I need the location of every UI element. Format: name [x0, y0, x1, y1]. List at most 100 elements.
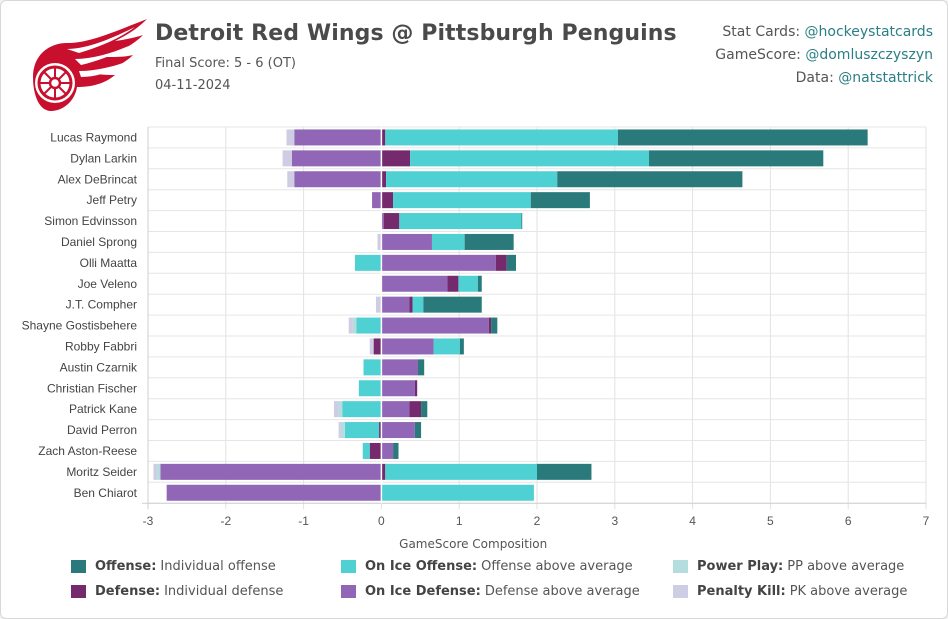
player-label: Daniel Sprong [61, 235, 137, 249]
bar-segment-defense [381, 129, 386, 146]
legend-name: Power Play: [697, 559, 784, 574]
bar-segment-offense [557, 171, 743, 188]
credit-data: Data: @natstattrick [795, 70, 933, 86]
x-tick-label: 5 [767, 514, 774, 528]
credit-gamescore: GameScore: @domluszczyszyn [715, 47, 933, 63]
red-wings-logo-icon [33, 19, 147, 111]
bar-segment-on-ice-defense [381, 338, 434, 355]
bar-segment-defense [414, 380, 418, 397]
bar-segment-on-ice-defense [381, 213, 384, 230]
x-tick-label: 4 [689, 514, 696, 528]
bar-segment-on-ice-defense [160, 463, 382, 480]
credit-link[interactable]: @domluszczyszyn [805, 47, 933, 63]
legend-item-penalty-kill: Penalty Kill: PK above average [673, 584, 907, 599]
bar-segment-power-play [352, 317, 357, 334]
player-label: Austin Czarnik [60, 360, 138, 374]
player-label: Robby Fabbri [65, 339, 137, 353]
bar-segment-on-ice-offense [399, 213, 522, 230]
bar-segment-offense [617, 129, 868, 146]
bar-segment-penalty-kill [369, 338, 374, 355]
bar-segment-defense [447, 275, 459, 292]
bar-segment-defense [488, 317, 492, 334]
bar-segment-penalty-kill [153, 463, 158, 480]
credit-link[interactable]: @hockeystatcards [804, 24, 933, 40]
bar-segment-on-ice-offense [354, 254, 382, 271]
bar-segment-on-ice-offense [381, 484, 534, 501]
bar-segment-on-ice-defense [166, 484, 382, 501]
bar-segment-penalty-kill [333, 401, 339, 418]
legend-desc: PP above average [787, 559, 905, 574]
bar-segment-defense [381, 150, 411, 167]
legend-item-power-play: Power Play: PP above average [673, 559, 904, 574]
player-label: Zach Aston-Reese [38, 444, 137, 458]
bar-segment-on-ice-offense [356, 317, 382, 334]
bar-segment-on-ice-offense [393, 192, 531, 209]
bar-segment-on-ice-defense [381, 296, 410, 313]
bar-segment-defense [379, 422, 382, 439]
final-score: Final Score: 5 - 6 (OT) [155, 56, 296, 71]
bar-segment-on-ice-offense [431, 233, 465, 250]
player-label: Jeff Petry [87, 193, 137, 207]
bar-segment-on-ice-offense [385, 129, 618, 146]
bar-segment-penalty-kill [375, 296, 382, 313]
bar-segment-penalty-kill [338, 422, 341, 439]
legend-desc: PK above average [789, 584, 908, 599]
bar-segment-defense [373, 338, 382, 355]
x-tick-label: 3 [611, 514, 618, 528]
bar-segment-offense [521, 213, 523, 230]
bar-segment-on-ice-defense [381, 317, 489, 334]
player-label: J.T. Compher [66, 298, 137, 312]
x-tick-label: -1 [298, 514, 309, 528]
legend-name: On Ice Defense: [365, 584, 481, 599]
bar-segment-power-play [157, 463, 161, 480]
legend-swatch [341, 560, 356, 573]
bar-segment-offense [464, 233, 514, 250]
player-label: Dylan Larkin [70, 151, 137, 165]
bar-segment-on-ice-offense [344, 422, 380, 439]
bar-segment-on-ice-offense [458, 275, 478, 292]
credit-stat-cards: Stat Cards: @hockeystatcards [722, 24, 933, 40]
player-label: Ben Chiarot [74, 486, 138, 500]
legend-name: Defense: [95, 584, 161, 599]
bar-segment-defense [381, 171, 387, 188]
x-tick-label: -3 [143, 514, 154, 528]
bar-segment-defense [495, 254, 507, 271]
player-label: Shayne Gostisbehere [22, 319, 138, 333]
x-tick-label: 0 [378, 514, 385, 528]
bar-segment-offense [491, 317, 498, 334]
bar-segment-offense [414, 422, 422, 439]
credits: Stat Cards: @hockeystatcards GameScore: … [715, 21, 933, 90]
player-label: Joe Veleno [78, 277, 138, 291]
legend-name: Penalty Kill: [697, 584, 786, 599]
bar-segment-on-ice-defense [381, 359, 418, 376]
bar-segment-penalty-kill [377, 233, 382, 250]
bar-segment-offense [421, 401, 428, 418]
legend-item-on-ice-defense: On Ice Defense: Defense above average [341, 584, 640, 599]
bar-segment-on-ice-defense [381, 233, 432, 250]
bar-segment-on-ice-offense [433, 338, 460, 355]
bar-segment-on-ice-defense [381, 254, 496, 271]
bar-segment-offense [393, 442, 399, 459]
bar-segment-on-ice-defense [294, 129, 382, 146]
bar-segment-penalty-kill [287, 171, 295, 188]
bar-segment-defense [369, 442, 382, 459]
bar-segment-on-ice-offense [363, 359, 382, 376]
legend-swatch [673, 585, 688, 598]
bar-segment-on-ice-defense [294, 171, 382, 188]
bar-segment-on-ice-defense [381, 422, 415, 439]
bar-segment-power-play [338, 401, 343, 418]
player-label: David Perron [67, 423, 137, 437]
x-tick-label: 7 [923, 514, 930, 528]
bar-segment-on-ice-offense [358, 380, 382, 397]
bar-segment-penalty-kill [348, 317, 353, 334]
legend-desc: Defense above average [484, 584, 640, 599]
bar-segment-on-ice-defense [291, 150, 382, 167]
player-label: Olli Maatta [80, 256, 138, 270]
credit-link[interactable]: @natstattrick [838, 70, 933, 86]
bar-segment-offense [537, 463, 592, 480]
player-label: Simon Edvinsson [44, 214, 137, 228]
legend-name: On Ice Offense: [365, 559, 478, 574]
bar-segment-offense [417, 359, 425, 376]
bar-segment-on-ice-offense [412, 296, 424, 313]
bar-segment-power-play [340, 422, 345, 439]
